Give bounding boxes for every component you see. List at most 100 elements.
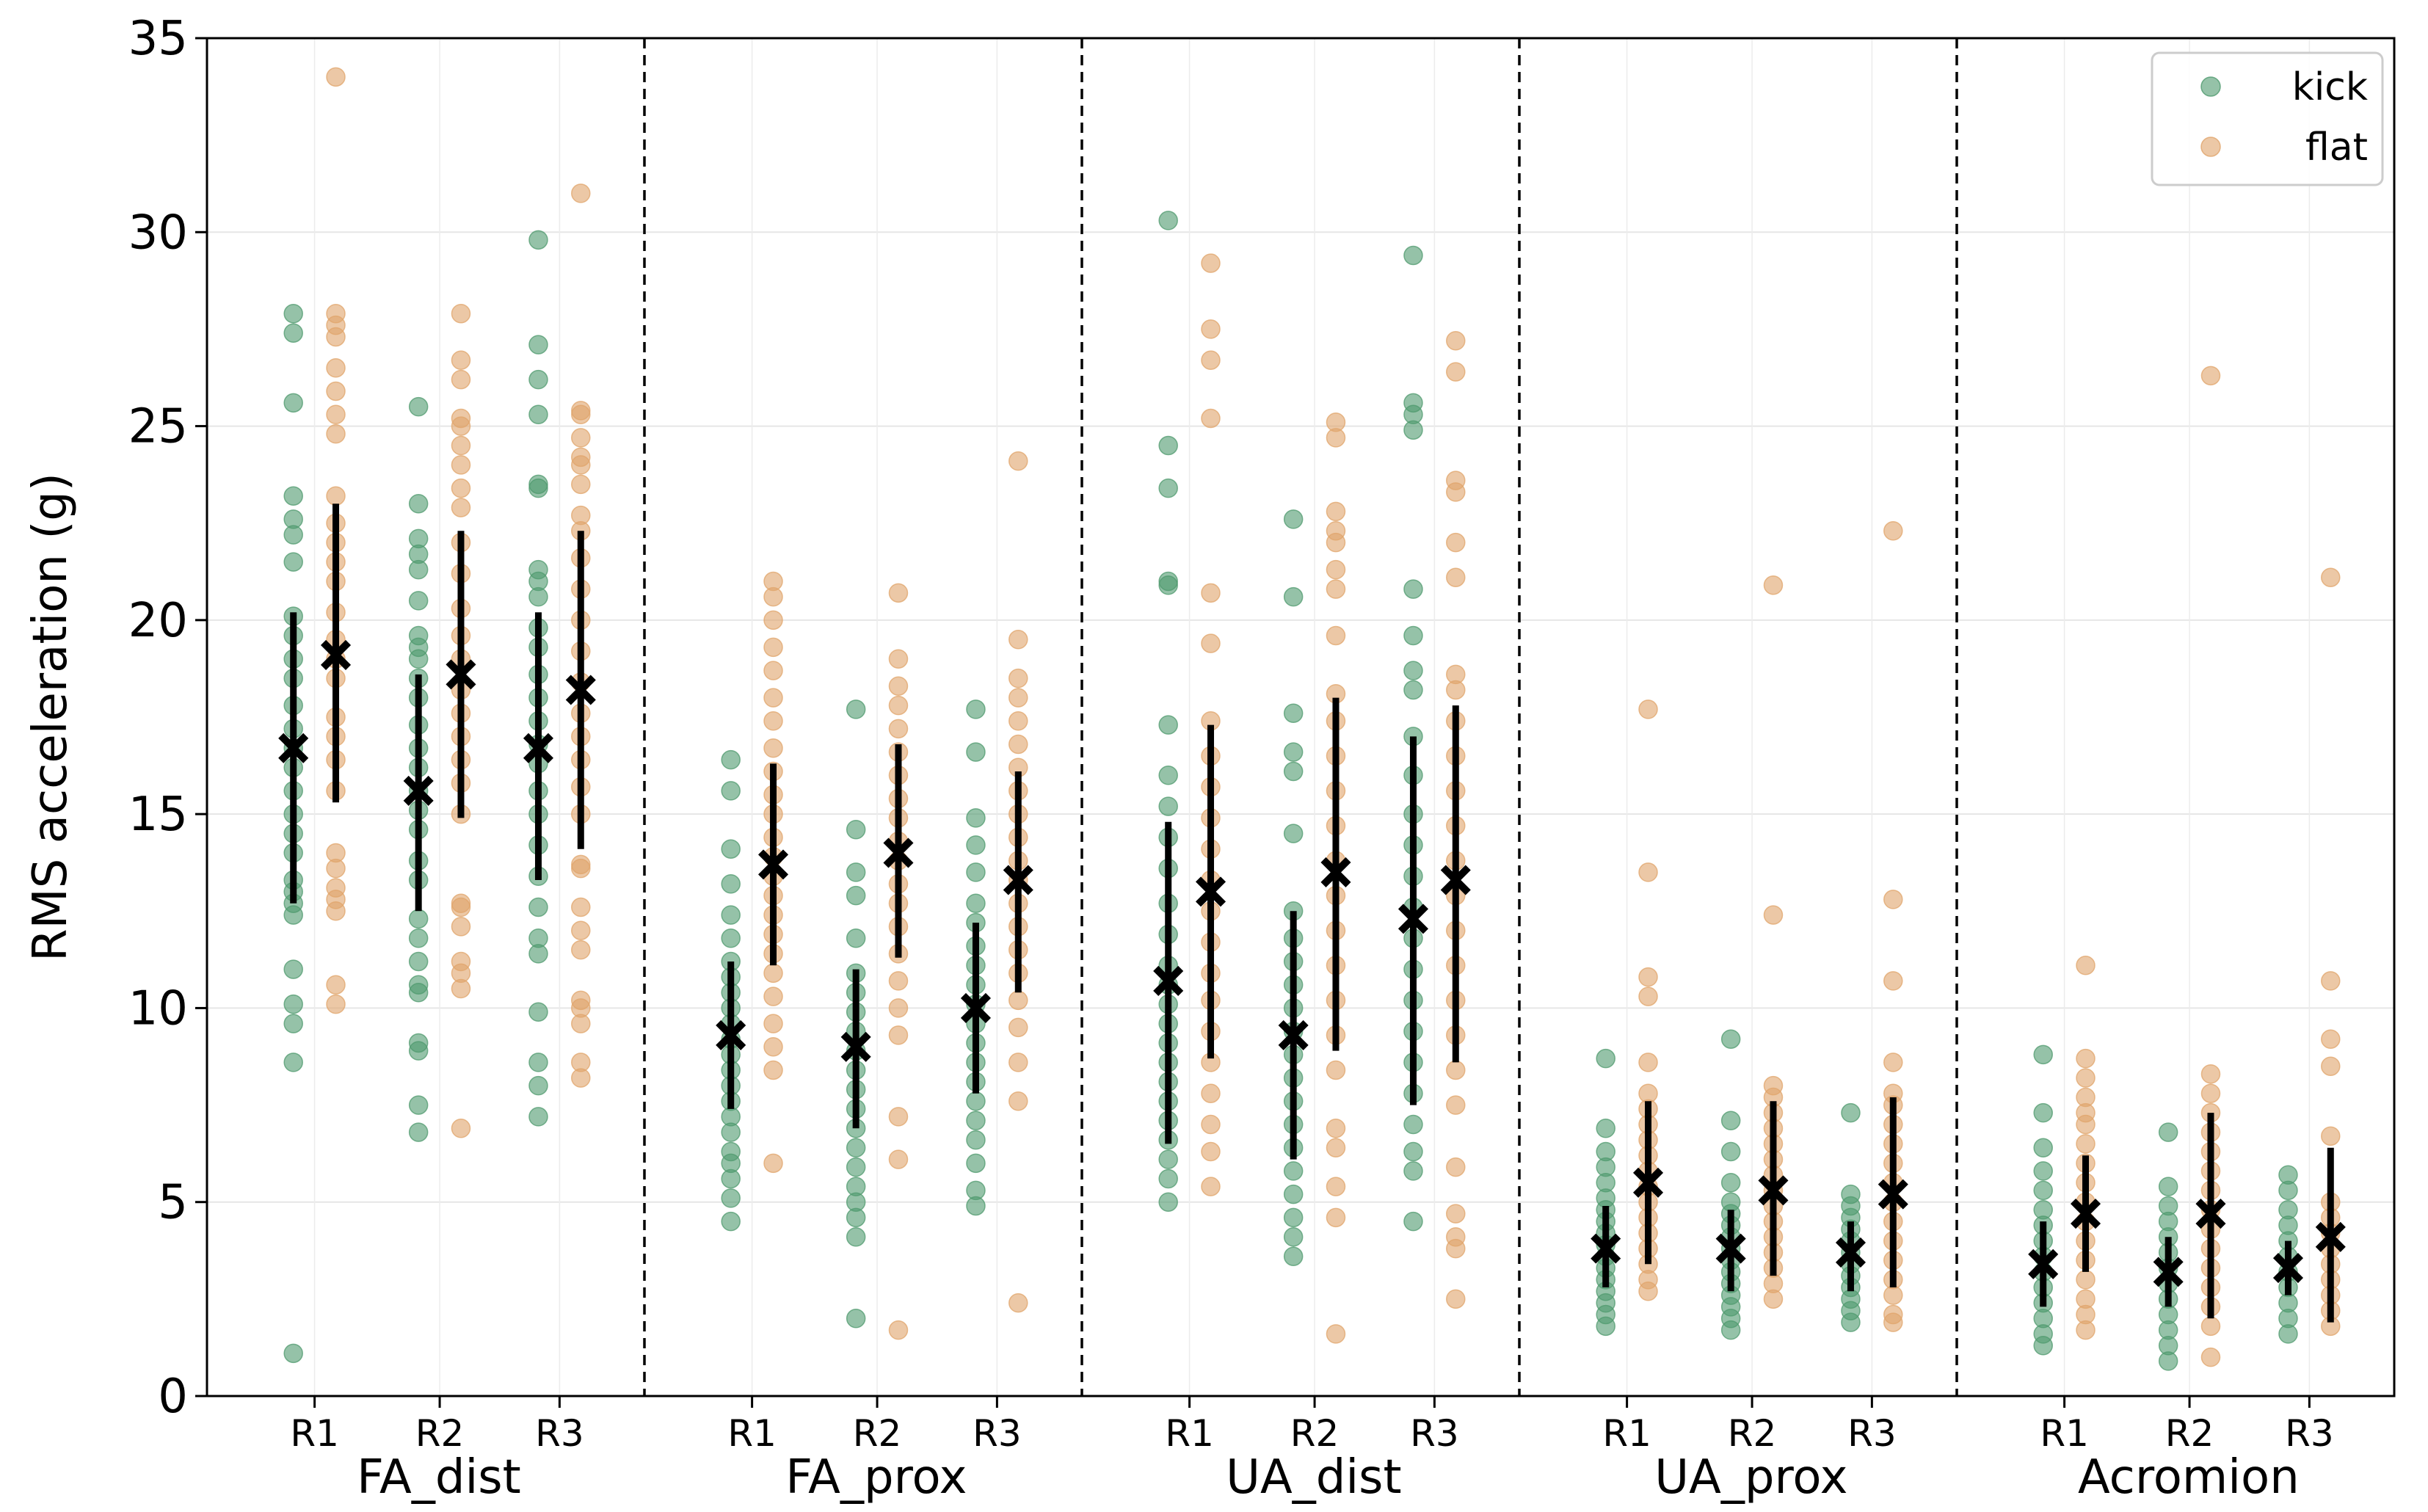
mean-cross-stroke [2028, 1249, 2059, 1279]
kick-data-point [1283, 742, 1304, 762]
flat-data-point [1326, 579, 1346, 599]
flat-data-point [763, 661, 783, 680]
mean-cross-stroke [403, 775, 434, 806]
flat-data-point [2321, 1056, 2341, 1076]
kick-data-point [2158, 1177, 2178, 1196]
flat-data-point [326, 486, 346, 506]
flat-data-point [888, 1107, 909, 1127]
kick-data-point [1403, 245, 1423, 266]
flat-data-point [2076, 1068, 2096, 1088]
kick-data-point [1283, 1246, 1304, 1266]
flat-data-point [571, 990, 591, 1011]
kick-data-point [283, 486, 303, 506]
kick-data-point [528, 1075, 548, 1096]
kick-data-point [1403, 1141, 1423, 1162]
kick-data-point [1158, 1149, 1178, 1169]
kick-data-point [283, 959, 303, 979]
kick-data-point [283, 323, 303, 343]
kick-data-point [1283, 1207, 1304, 1228]
legend-flat-marker [2200, 137, 2221, 157]
kick-data-point [2033, 1200, 2053, 1220]
flat-data-point [451, 435, 471, 456]
flat-data-point [1326, 1207, 1346, 1228]
kick-data-point [1158, 1168, 1178, 1189]
group-label: FA_dist [357, 1450, 521, 1505]
flat-data-point [1326, 412, 1346, 432]
kick-data-point [1403, 625, 1423, 646]
kick-data-point [283, 1343, 303, 1364]
flat-data-point [2200, 1083, 2221, 1103]
kick-data-point [283, 509, 303, 529]
flat-data-point [2076, 1289, 2096, 1309]
flat-data-point [571, 401, 591, 421]
x-tick-label: R1 [2040, 1412, 2089, 1455]
kick-data-point [408, 1095, 429, 1115]
x-tick-label: R1 [727, 1412, 777, 1455]
flat-data-point [571, 428, 591, 448]
flat-data-point [2076, 1134, 2096, 1154]
y-axis-label: RMS acceleration (g) [23, 473, 78, 962]
kick-data-point [1158, 211, 1178, 230]
mean-cross-stroke [278, 733, 309, 763]
flat-data-point [763, 571, 783, 592]
flat-data-point [571, 854, 591, 875]
kick-data-point [1283, 1184, 1304, 1204]
kick-data-point [966, 742, 986, 762]
flat-data-point [1763, 575, 1784, 595]
flat-data-point [763, 986, 783, 1006]
y-tick-label: 35 [128, 12, 188, 66]
flat-data-point [451, 478, 471, 498]
kick-data-point [408, 591, 429, 611]
kick-data-point [721, 749, 741, 770]
kick-data-point [966, 835, 986, 855]
x-tick-label: R1 [1602, 1412, 1651, 1455]
legend-flat-label: flat [2305, 126, 2368, 170]
flat-data-point [1201, 1114, 1221, 1135]
mean-cross-stroke [960, 992, 992, 1023]
kick-data-point [408, 951, 429, 972]
flat-data-point [451, 917, 471, 937]
flat-data-point [451, 455, 471, 475]
kick-mean-marker [1397, 904, 1429, 934]
kick-data-point [1158, 435, 1178, 456]
kick-data-point [408, 928, 429, 948]
flat-data-point [2321, 567, 2341, 587]
flat-mean-marker [2070, 1199, 2101, 1229]
flat-data-point [2200, 1316, 2221, 1337]
kick-data-point [846, 699, 866, 719]
kick-data-point [1841, 1102, 1861, 1123]
flat-data-point [1326, 1119, 1346, 1138]
kick-mean-marker [523, 733, 554, 763]
flat-data-point [571, 447, 591, 468]
legend: kick flat [2151, 51, 2384, 186]
flat-data-point [1008, 1293, 1028, 1313]
flat-data-point [1446, 1204, 1466, 1224]
kick-data-point [846, 1309, 866, 1329]
mean-cross-stroke [446, 659, 476, 690]
kick-data-point [1283, 761, 1304, 782]
flat-mean-marker [320, 639, 352, 670]
flat-data-point [888, 998, 909, 1018]
y-axis-ticks: 0 5 10 15 20 25 30 35 [128, 12, 207, 1424]
kick-data-point [1596, 1119, 1615, 1138]
kick-data-point [721, 905, 741, 925]
flat-data-point [888, 695, 909, 716]
kick-data-point [966, 1111, 986, 1130]
x-tick-label: R2 [853, 1412, 902, 1455]
mean-cross-stroke [320, 639, 352, 670]
kick-data-point [1158, 1192, 1178, 1212]
kick-data-point [283, 994, 303, 1014]
flat-data-point [1326, 1324, 1346, 1344]
flat-data-point [326, 358, 346, 378]
kick-data-point [721, 874, 741, 894]
kick-mean-marker [716, 1019, 746, 1050]
kick-data-point [1283, 1161, 1304, 1181]
flat-data-point [1008, 688, 1028, 708]
mean-cross-stroke [565, 675, 596, 705]
kick-data-point [846, 1227, 866, 1247]
flat-mean-marker [1878, 1179, 1908, 1210]
flat-data-point [1638, 1083, 1658, 1103]
flat-data-point [2321, 1126, 2341, 1146]
flat-data-point [1008, 1017, 1028, 1038]
